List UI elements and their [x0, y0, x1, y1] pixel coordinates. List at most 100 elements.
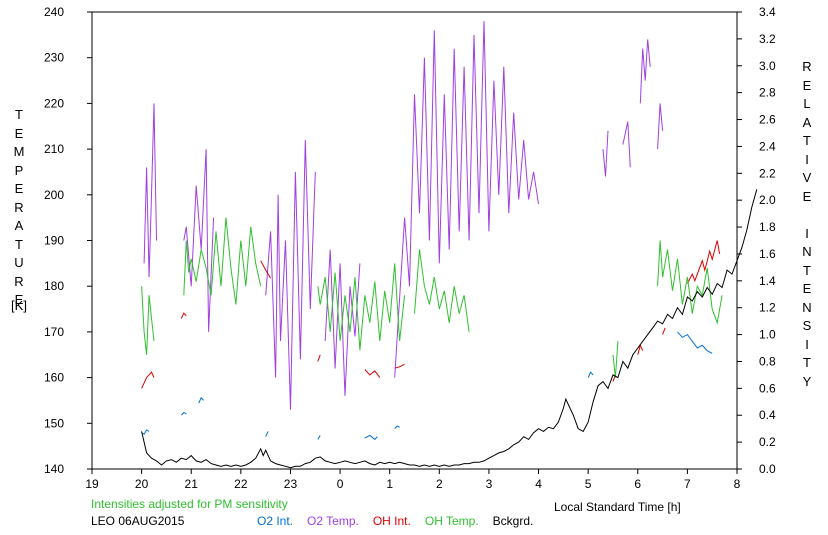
oh-temp-series-line — [414, 249, 470, 332]
o2-int-series-line — [265, 431, 269, 437]
left-axis-title-letter: E — [14, 292, 24, 307]
oh-temp-series-line — [657, 240, 723, 325]
left-axis-title-letter: A — [14, 218, 24, 233]
left-axis-title-letter: R — [14, 273, 24, 289]
x-tick-label: 8 — [734, 477, 741, 491]
x-tick-label: 22 — [234, 477, 248, 491]
left-axis-title-letter: E — [14, 125, 24, 141]
legend-entry: OH Temp. — [424, 514, 479, 528]
o2-int-series-line — [180, 411, 187, 416]
left-y-tick-label: 160 — [44, 371, 64, 385]
right-y-tick-label: 0.8 — [759, 354, 776, 368]
x-axis: 19 20 21 22 23 0 1 2 3 4 5 6 7 8 — [85, 469, 741, 491]
oh-int-series-line — [260, 260, 272, 279]
right-y-tick-label: 2.0 — [759, 193, 776, 207]
legend-entry: Bckgrd. — [492, 514, 534, 528]
right-axis-title-letter: T — [803, 355, 811, 370]
x-tick-label: 2 — [436, 477, 443, 491]
right-y-tick-label: 0.4 — [759, 408, 776, 422]
right-y-tick-label: 3.0 — [759, 59, 776, 73]
x-axis-title: Local Standard Time [h] — [554, 500, 681, 514]
right-y-tick-label: 2.6 — [759, 113, 776, 127]
right-axis-title-letter: L — [803, 96, 811, 111]
right-axis-title-letter: N — [802, 244, 812, 259]
o2-int-series-line — [677, 331, 713, 354]
legend-entry: O2 Int. — [257, 514, 294, 528]
left-y-tick-label: 220 — [44, 96, 64, 110]
left-y-tick-label: 150 — [44, 416, 64, 430]
o2-int-series-line — [587, 371, 594, 378]
x-tick-label: 7 — [684, 477, 691, 491]
oh-temp-series-line — [612, 340, 619, 378]
oh-int-series-line — [686, 240, 721, 284]
left-axis-title-letter: T — [15, 107, 23, 122]
right-y-tick-label: 1.0 — [759, 328, 776, 342]
right-y-tick-label: 2.4 — [759, 139, 776, 153]
oh-int-series-line — [662, 327, 666, 335]
right-y-tick-label: 3.4 — [759, 5, 776, 19]
right-axis-title-letter: R — [802, 59, 812, 74]
o2-temp-series-line — [183, 149, 215, 332]
right-axis-title-letter: A — [802, 114, 812, 130]
left-y-tick-label: 140 — [44, 462, 64, 476]
left-y-tick-label: 240 — [44, 5, 64, 19]
oh-int-series-line — [180, 312, 187, 319]
o2-temp-series-line — [657, 103, 664, 150]
left-axis-title-letter: P — [14, 162, 24, 178]
x-tick-label: 6 — [634, 477, 641, 491]
left-y-axis: 140 150 160 170 180 190 200 210 220 230 240 — [44, 5, 92, 476]
left-y-tick-label: 200 — [44, 188, 64, 202]
o2-temp-series-line — [602, 130, 609, 177]
left-axis-unit: [K] — [11, 298, 27, 313]
plot-frame — [91, 11, 738, 470]
right-axis-title-letter: N — [802, 299, 812, 315]
right-axis-title-letter: E — [802, 281, 812, 296]
right-axis-title-letter: E — [802, 188, 812, 204]
right-y-tick-label: 1.4 — [759, 274, 776, 288]
intensities-note: Intensities adjusted for PM sensitivity — [91, 497, 288, 511]
right-axis-title-letter: I — [805, 225, 809, 241]
right-y-tick-label: 1.8 — [759, 220, 776, 234]
o2-int-series-line — [394, 425, 400, 430]
right-y-tick-label: 2.8 — [759, 86, 776, 100]
x-tick-label: 21 — [185, 477, 199, 491]
x-tick-label: 1 — [386, 477, 393, 491]
x-tick-label: 3 — [486, 477, 493, 491]
legend-entry: OH Int. — [372, 514, 411, 528]
o2-temp-series-line — [394, 21, 539, 378]
x-tick-label: 4 — [535, 477, 542, 491]
right-axis-title-letter: T — [803, 133, 811, 148]
station-date: LEO 06AUG2015 — [91, 514, 185, 528]
right-y-tick-label: 3.2 — [759, 32, 776, 46]
right-y-tick-label: 1.2 — [759, 301, 776, 315]
right-y-tick-label: 2.2 — [759, 166, 776, 180]
series-group — [141, 21, 758, 469]
x-tick-label: 20 — [135, 477, 149, 491]
right-axis-title-letter: I — [805, 336, 809, 352]
right-axis-title-letter: I — [805, 151, 809, 167]
right-axis-title-letter: T — [803, 262, 811, 278]
oh-int-series-line — [364, 369, 381, 378]
left-y-tick-label: 210 — [44, 142, 64, 156]
right-axis-title-letter: E — [802, 77, 812, 93]
right-axis-title-letter: V — [802, 170, 812, 185]
left-axis-title-letter: E — [14, 181, 24, 196]
oh-temp-series-line — [317, 263, 406, 351]
left-y-tick-label: 170 — [44, 325, 64, 339]
left-y-tick-label: 230 — [44, 51, 64, 65]
o2-int-series-line — [317, 435, 321, 440]
left-axis-title-letter: M — [13, 144, 25, 159]
oh-int-series-line — [141, 371, 155, 389]
legend: O2 Int. O2 Temp. OH Int. OH Temp. Bckgrd. — [257, 514, 547, 528]
o2-temp-series-line — [265, 139, 316, 410]
o2-int-series-line — [364, 434, 378, 441]
x-tick-label: 0 — [337, 477, 344, 491]
right-axis-title-letter: Y — [802, 373, 812, 389]
o2-int-series-line — [198, 396, 204, 404]
left-y-tick-label: 190 — [44, 234, 64, 248]
right-axis-title-letter — [800, 206, 814, 225]
oh-temp-series-line — [141, 286, 155, 355]
